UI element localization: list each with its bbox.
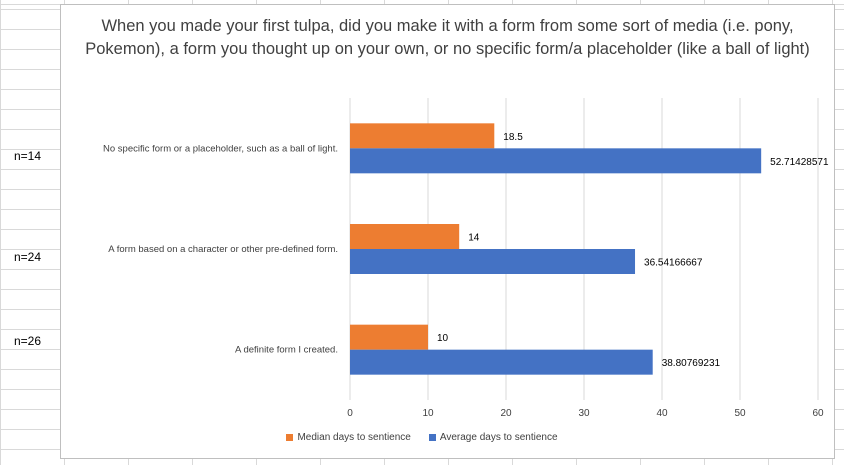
row-label-n26[interactable]: n=26 [14,334,42,348]
x-tick-label-10: 10 [422,408,434,419]
data-label-average-0: 52.71428571 [770,157,829,168]
row-label-n24[interactable]: n=24 [14,250,42,264]
bar-average-0 [350,148,762,174]
data-label-median-0: 18.5 [503,132,523,143]
data-label-average-2: 38.80769231 [662,358,721,369]
bar-median-1 [350,224,460,249]
x-tick-label-60: 60 [812,408,824,419]
data-label-median-2: 10 [437,333,449,344]
legend-item-average: Average days to sentience [428,432,558,443]
legend-swatch-average [428,434,436,441]
x-tick-label-20: 20 [500,408,512,419]
x-tick-label-40: 40 [656,408,668,419]
chart-title: When you made your first tulpa, did you … [85,17,810,58]
row-label-n14[interactable]: n=14 [14,149,42,163]
category-label-0: No specific form or a placeholder, such … [103,143,338,154]
legend-item-median: Median days to sentience [286,432,411,443]
category-label-2: A definite form I created. [235,345,338,356]
bar-average-1 [350,249,636,274]
data-label-average-1: 36.54166667 [644,258,703,269]
x-tick-label-30: 30 [578,408,590,419]
x-tick-label-0: 0 [347,408,353,419]
legend-label-median: Median days to sentience [297,432,411,443]
chart-legend: Median days to sentience Average days to… [0,432,844,443]
category-label-1: A form based on a character or other pre… [108,244,338,255]
bar-median-0 [350,123,495,149]
bar-average-2 [350,349,653,375]
x-tick-label-50: 50 [734,408,746,419]
legend-swatch-median [286,434,294,441]
data-label-median-1: 14 [468,233,480,244]
legend-label-average: Average days to sentience [439,432,558,443]
bar-median-2 [350,324,428,350]
